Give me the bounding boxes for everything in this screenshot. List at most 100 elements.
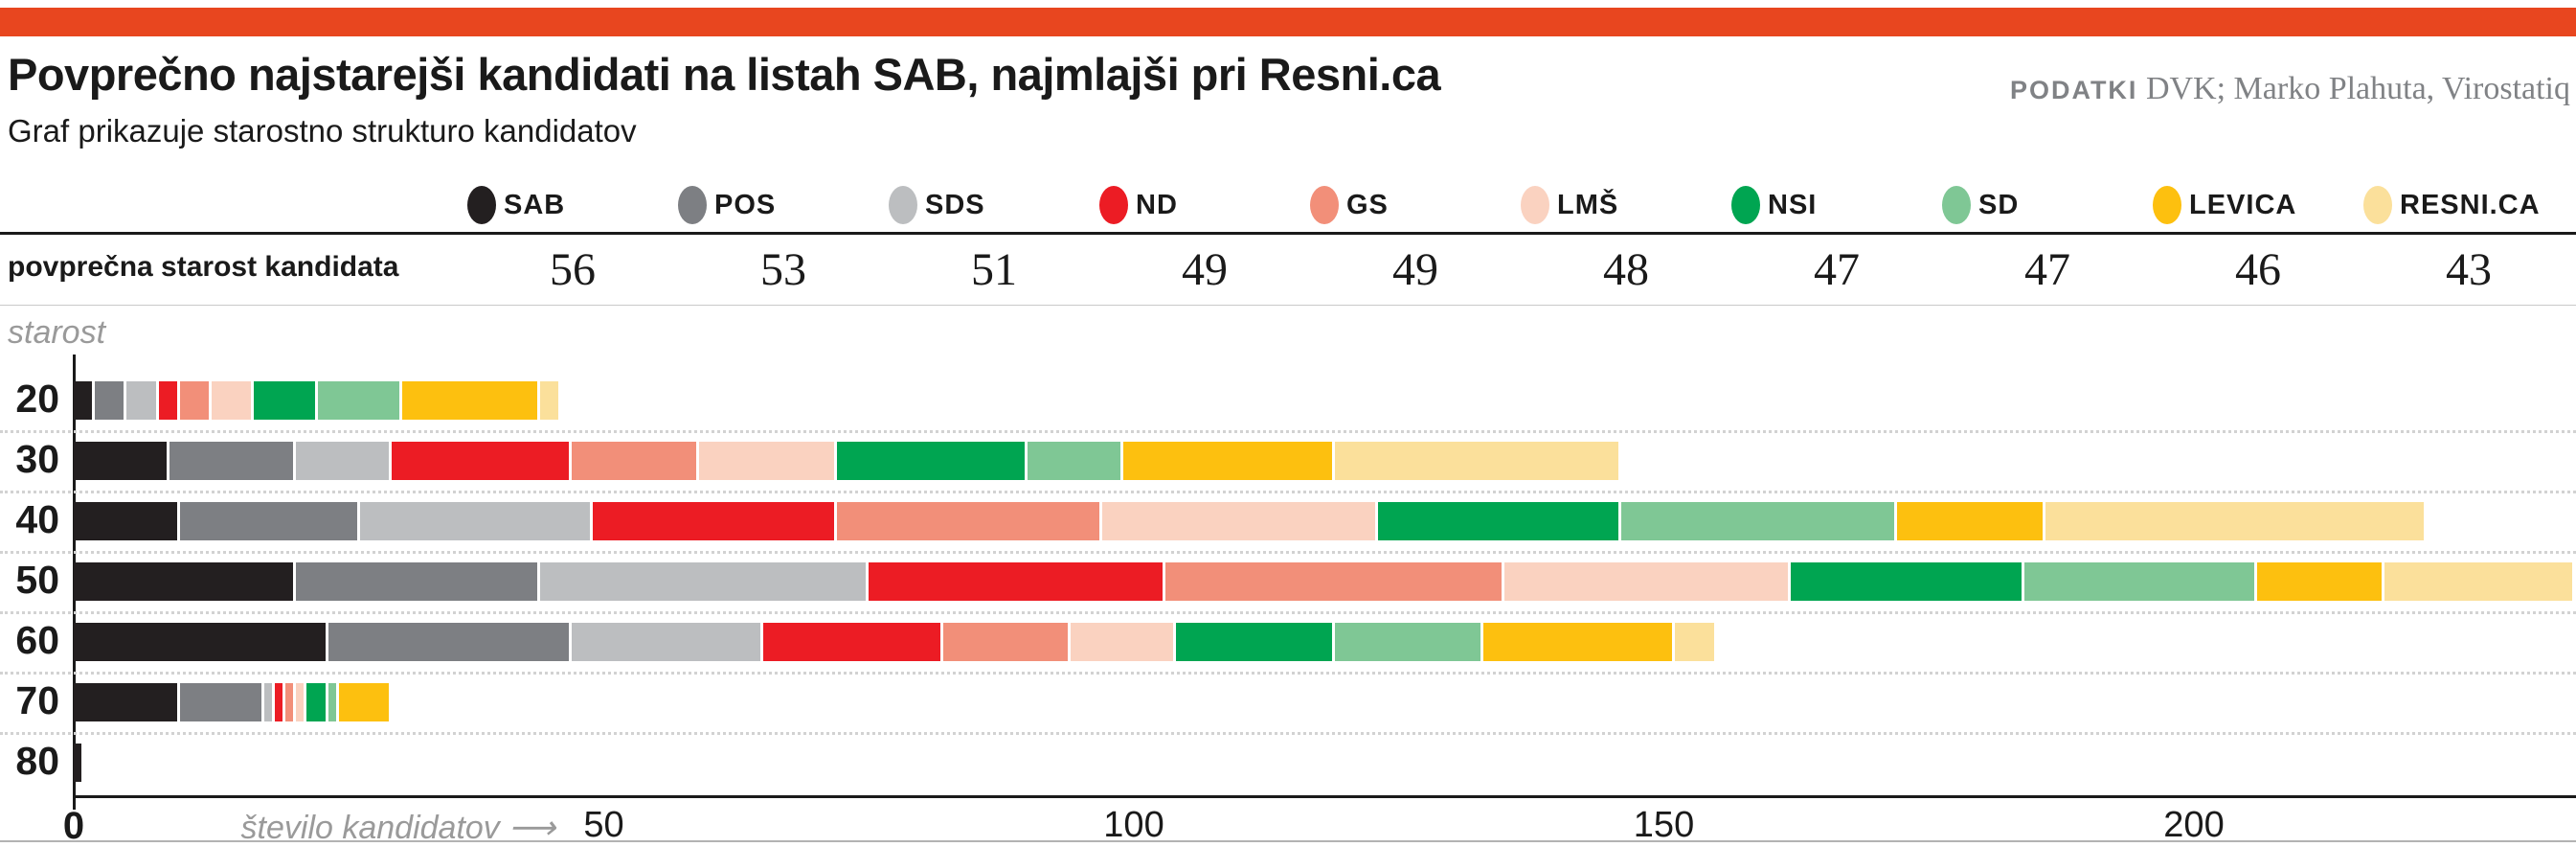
bar-segment-lm--age-30 — [699, 442, 837, 480]
row-separator — [0, 491, 2576, 493]
bar-segment-nd-age-50 — [869, 562, 1166, 601]
bar-segment-sds-age-50 — [540, 562, 870, 601]
bar-segment-nsi-age-50 — [1791, 562, 2024, 601]
bar-segment-sds-age-30 — [296, 442, 393, 480]
avg-age-sd: 47 — [2024, 243, 2070, 295]
bar-segment-resni-ca-age-60 — [1674, 623, 1717, 661]
legend-swatch-sds — [889, 186, 917, 224]
stacked-bar-40 — [74, 502, 2428, 540]
age-row-60: 60 — [0, 619, 2576, 683]
avg-values-row: 56 53 51 49 49 48 47 47 46 43 — [467, 238, 2574, 301]
bar-segment-nd-age-70 — [275, 683, 286, 721]
row-separator — [0, 430, 2576, 433]
legend: SAB POS SDS ND GS LMŠ NSI SD LEVICA RESNI.CA — [467, 178, 2574, 232]
avg-age-resni-ca: 43 — [2446, 243, 2492, 295]
bar-segment-sds-age-40 — [359, 502, 594, 540]
bar-segment-levica-age-30 — [1122, 442, 1336, 480]
age-label-40: 40 — [15, 497, 59, 541]
bar-segment-sds-age-20 — [126, 381, 159, 420]
bar-segment-lm--age-60 — [1070, 623, 1177, 661]
legend-swatch-sab — [467, 186, 496, 224]
legend-item-sab: SAB — [467, 186, 678, 224]
bar-segment-sd-age-50 — [2023, 562, 2258, 601]
bar-segment-sab-age-70 — [74, 683, 180, 721]
bar-segment-nsi-age-30 — [837, 442, 1028, 480]
stacked-bar-70 — [74, 683, 393, 721]
age-row-40: 40 — [0, 498, 2576, 562]
age-label-80: 80 — [15, 739, 59, 783]
stacked-bar-20 — [74, 381, 562, 420]
bar-segment-nd-age-40 — [593, 502, 838, 540]
x-tick-label-150: 150 — [1633, 805, 1695, 845]
avg-age-nsi: 47 — [1814, 243, 1860, 295]
bar-segment-sds-age-60 — [572, 623, 763, 661]
avg-age-levica: 46 — [2235, 243, 2281, 295]
age-label-30: 30 — [15, 437, 59, 481]
avg-age-gs: 49 — [1392, 243, 1438, 295]
legend-label-gs: GS — [1346, 189, 1389, 220]
bar-segment-resni-ca-age-30 — [1335, 442, 1622, 480]
avg-age-nd: 49 — [1182, 243, 1228, 295]
bar-segment-nd-age-60 — [762, 623, 943, 661]
bar-segment-sd-age-60 — [1335, 623, 1484, 661]
bar-segment-lm--age-40 — [1101, 502, 1378, 540]
bar-segment-nd-age-20 — [158, 381, 180, 420]
age-row-50: 50 — [0, 559, 2576, 623]
bar-segment-gs-age-20 — [179, 381, 212, 420]
legend-label-sab: SAB — [504, 189, 566, 220]
bar-segment-pos-age-20 — [95, 381, 127, 420]
page-title: Povprečno najstarejši kandidati na lista… — [8, 49, 1441, 100]
legend-label-nsi: NSI — [1768, 189, 1818, 220]
stacked-bar-80 — [74, 744, 85, 782]
bar-segment-pos-age-60 — [328, 623, 573, 661]
x-tick-label-0: 0 — [62, 805, 85, 847]
avg-age-pos: 53 — [760, 243, 806, 295]
stacked-bar-60 — [74, 623, 1717, 661]
avg-row-rule — [0, 305, 2576, 306]
x-tick-label-200: 200 — [2163, 805, 2225, 845]
stacked-bar-chart: število kandidatov ⟶ 20 30 40 50 60 70 80 0 50 10… — [0, 355, 2576, 847]
legend-label-lm-: LMŠ — [1557, 189, 1619, 220]
avg-age-sds: 51 — [971, 243, 1017, 295]
legend-label-resni-ca: RESNI.CA — [2400, 189, 2541, 220]
legend-label-sds: SDS — [925, 189, 985, 220]
bar-segment-lm--age-20 — [211, 381, 255, 420]
source-label: PODATKI — [2009, 76, 2138, 104]
bar-segment-nd-age-30 — [392, 442, 573, 480]
bar-segment-gs-age-40 — [837, 502, 1102, 540]
legend-label-sd: SD — [1978, 189, 2020, 220]
bar-segment-levica-age-60 — [1483, 623, 1675, 661]
x-tick-label-100: 100 — [1103, 805, 1164, 845]
bar-segment-gs-age-30 — [572, 442, 700, 480]
legend-item-resni-ca: RESNI.CA — [2363, 186, 2574, 224]
legend-item-sd: SD — [1942, 186, 2153, 224]
header-rule — [0, 232, 2576, 235]
row-separator — [0, 551, 2576, 554]
legend-swatch-lm- — [1521, 186, 1549, 224]
age-label-70: 70 — [15, 678, 59, 722]
bar-segment-sab-age-60 — [74, 623, 328, 661]
age-label-60: 60 — [15, 618, 59, 662]
y-axis-title: starost — [8, 314, 106, 351]
x-tick-label-50: 50 — [583, 805, 624, 845]
row-separator — [0, 732, 2576, 735]
bar-segment-levica-age-50 — [2257, 562, 2385, 601]
bar-segment-nsi-age-60 — [1176, 623, 1336, 661]
legend-item-lm-: LMŠ — [1521, 186, 1731, 224]
age-row-80: 80 — [0, 740, 2576, 804]
legend-item-nsi: NSI — [1731, 186, 1942, 224]
age-row-20: 20 — [0, 378, 2576, 442]
legend-item-sds: SDS — [889, 186, 1099, 224]
chart-subtitle: Graf prikazuje starostno strukturo kandi… — [8, 113, 637, 149]
bar-segment-lm--age-50 — [1504, 562, 1792, 601]
bar-segment-gs-age-70 — [285, 683, 297, 721]
bar-segment-sd-age-70 — [328, 683, 339, 721]
accent-bar — [0, 8, 2576, 36]
legend-label-levica: LEVICA — [2189, 189, 2297, 220]
legend-item-nd: ND — [1099, 186, 1310, 224]
row-separator — [0, 672, 2576, 675]
bar-segment-pos-age-70 — [179, 683, 265, 721]
age-row-70: 70 — [0, 679, 2576, 744]
avg-age-sab: 56 — [550, 243, 596, 295]
